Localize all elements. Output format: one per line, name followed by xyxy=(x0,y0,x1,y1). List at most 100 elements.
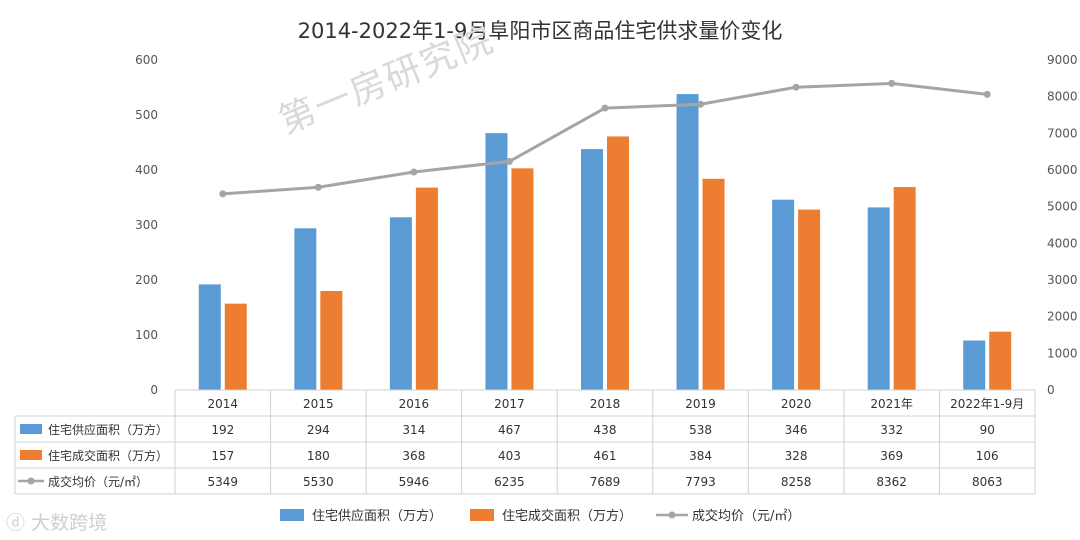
price-point xyxy=(983,90,991,98)
price-point xyxy=(219,190,227,198)
table-cell: 294 xyxy=(307,423,330,437)
table-cell: 5946 xyxy=(399,475,430,489)
legend-label: 住宅成交面积（万方） xyxy=(502,508,632,524)
bar-supply xyxy=(389,217,412,390)
price-point xyxy=(697,100,705,108)
table-cell: 467 xyxy=(498,423,521,437)
category-label: 2014 xyxy=(208,397,239,411)
category-label: 2022年1-9月 xyxy=(950,397,1024,411)
bar-sales xyxy=(320,291,343,390)
legend-label: 住宅供应面积（万方） xyxy=(312,508,442,524)
bar-sales xyxy=(511,168,534,390)
bar-supply xyxy=(485,133,508,390)
left-tick-label: 500 xyxy=(135,108,158,122)
table-series-label: 成交均价（元/㎡） xyxy=(48,474,148,489)
right-tick-label: 4000 xyxy=(1047,236,1078,250)
table-cell: 192 xyxy=(211,423,234,437)
right-axis: 0 1000 2000 3000 4000 5000 6000 7000 8000 9000 xyxy=(1047,53,1078,397)
table-cell: 6235 xyxy=(494,475,525,489)
legend-swatch xyxy=(470,509,494,521)
right-tick-label: 6000 xyxy=(1047,163,1078,177)
logo-icon: ⓓ xyxy=(6,512,26,534)
table-cell: 384 xyxy=(689,449,712,463)
table-cell: 106 xyxy=(976,449,999,463)
price-point xyxy=(792,83,800,91)
table-cell: 369 xyxy=(880,449,903,463)
category-label: 2017 xyxy=(494,397,525,411)
category-label: 2018 xyxy=(590,397,621,411)
bars xyxy=(198,94,1012,390)
table-legend-marker xyxy=(27,477,35,485)
category-label: 2016 xyxy=(399,397,430,411)
bar-supply xyxy=(676,94,699,390)
legend-label: 成交均价（元/㎡） xyxy=(692,508,800,524)
table-cell: 180 xyxy=(307,449,330,463)
bar-supply xyxy=(198,284,221,390)
price-point xyxy=(888,79,896,87)
logo-text: 大数跨境 xyxy=(31,512,108,534)
right-tick-label: 7000 xyxy=(1047,126,1078,140)
table-series-label: 住宅供应面积（万方） xyxy=(48,422,168,437)
table-cell: 157 xyxy=(211,449,234,463)
right-tick-label: 8000 xyxy=(1047,90,1078,104)
table-cell: 5349 xyxy=(208,475,239,489)
price-point xyxy=(601,104,609,112)
bar-sales xyxy=(989,331,1012,390)
table-cell: 346 xyxy=(785,423,808,437)
table-cell: 8063 xyxy=(972,475,1003,489)
left-axis: 0 100 200 300 400 500 600 xyxy=(135,53,158,397)
table-cell: 328 xyxy=(785,449,808,463)
category-label: 2015 xyxy=(303,397,334,411)
table-legend-swatch xyxy=(20,424,42,434)
right-tick-label: 0 xyxy=(1047,383,1055,397)
bar-sales xyxy=(607,136,629,390)
left-tick-label: 600 xyxy=(135,53,158,67)
brand-logo: ⓓ 大数跨境 xyxy=(6,508,107,535)
bar-sales xyxy=(893,187,916,390)
table-cell: 461 xyxy=(594,449,617,463)
right-tick-label: 1000 xyxy=(1047,346,1078,360)
legend-marker xyxy=(668,511,676,519)
bar-sales xyxy=(702,178,725,390)
right-tick-label: 5000 xyxy=(1047,200,1078,214)
legend-swatch xyxy=(280,509,304,521)
bar-supply xyxy=(867,207,890,390)
bar-supply xyxy=(963,340,986,390)
bar-sales xyxy=(224,303,247,390)
right-tick-label: 3000 xyxy=(1047,273,1078,287)
left-tick-label: 0 xyxy=(150,383,158,397)
category-label: 2019 xyxy=(685,397,716,411)
table-cell: 8362 xyxy=(876,475,907,489)
bar-supply xyxy=(294,228,317,390)
table-cell: 368 xyxy=(402,449,425,463)
bar-supply xyxy=(581,149,603,390)
table-cell: 8258 xyxy=(781,475,812,489)
table-cell: 438 xyxy=(594,423,617,437)
legend: 住宅供应面积（万方） 住宅成交面积（万方） 成交均价（元/㎡） xyxy=(280,508,800,524)
data-table: 2014 2015 2016 2017 2018 2019 2020 2021年 2022年1-… xyxy=(14,389,1036,495)
table-cell: 7793 xyxy=(685,475,716,489)
table-cell: 538 xyxy=(689,423,712,437)
left-tick-label: 300 xyxy=(135,218,158,232)
right-tick-label: 2000 xyxy=(1047,310,1078,324)
table-cell: 403 xyxy=(498,449,521,463)
category-label: 2021年 xyxy=(870,397,913,411)
price-point xyxy=(505,157,513,165)
bar-sales xyxy=(798,209,821,390)
price-line xyxy=(219,79,991,198)
left-tick-label: 100 xyxy=(135,328,158,342)
table-series-label: 住宅成交面积（万方） xyxy=(48,448,168,463)
chart-title: 2014-2022年1-9月阜阳市区商品住宅供求量价变化 xyxy=(298,19,783,43)
table-legend-swatch xyxy=(20,450,42,460)
right-tick-label: 9000 xyxy=(1047,53,1078,67)
left-tick-label: 200 xyxy=(135,273,158,287)
bar-sales xyxy=(415,187,438,390)
table-cell: 314 xyxy=(402,423,425,437)
price-point xyxy=(314,183,322,191)
table-cell: 5530 xyxy=(303,475,334,489)
bar-supply xyxy=(772,199,795,390)
price-point xyxy=(410,168,418,176)
left-tick-label: 400 xyxy=(135,163,158,177)
table-cell: 90 xyxy=(980,423,995,437)
